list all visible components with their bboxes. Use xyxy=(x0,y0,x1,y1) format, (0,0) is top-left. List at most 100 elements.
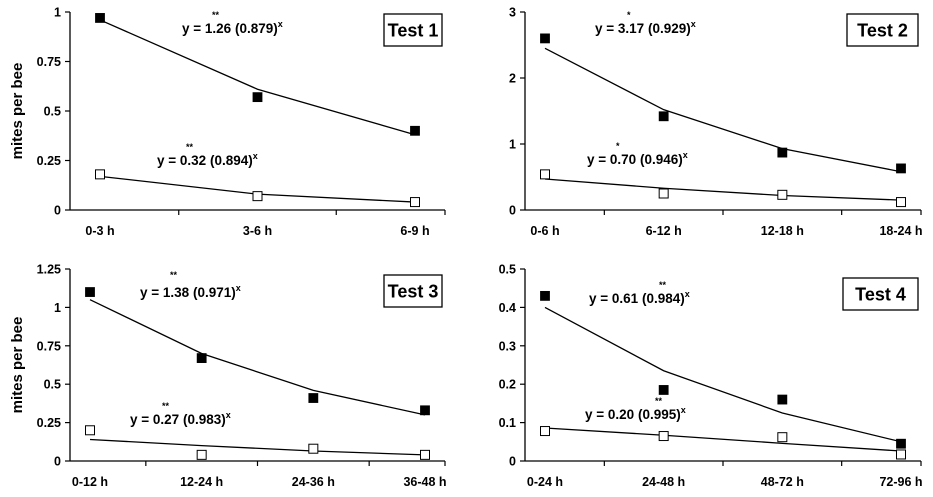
marker-open xyxy=(540,426,550,437)
panel-title: Test 1 xyxy=(388,21,439,41)
equation-filled: y = 1.38 (0.971)x xyxy=(140,283,241,300)
equation-base: (0.983) xyxy=(183,412,226,427)
title-box xyxy=(842,277,919,311)
y-tick-label: 0 xyxy=(54,455,61,469)
x-tick-label: 12-24 h xyxy=(180,475,223,489)
equation-prefix: y = xyxy=(595,21,618,36)
marker-open xyxy=(308,443,319,454)
marker-filled xyxy=(540,33,550,44)
panel-test-3: 0 0.25 0.5 0.75 1 1.25 0-12 h 12-24 h 24-36 h 36-… xyxy=(9,263,447,490)
equation-prefix: y = xyxy=(130,412,153,427)
equation-exponent: x xyxy=(226,410,231,420)
marker-open xyxy=(896,197,906,208)
marker-open xyxy=(777,432,788,443)
title-box xyxy=(383,13,443,47)
equation-prefix: y = xyxy=(140,285,163,300)
x-tick-label: 24-48 h xyxy=(642,475,685,489)
marker-open xyxy=(95,169,105,180)
equation-coefficient: 0.20 xyxy=(608,407,634,422)
significance-mark: ** xyxy=(659,280,667,290)
x-tick-label: 0-12 h xyxy=(72,475,108,489)
x-tick-label: 6-9 h xyxy=(400,224,429,238)
marker-filled xyxy=(308,393,319,403)
title-box xyxy=(383,274,443,308)
y-tick-label: 0.1 xyxy=(499,416,516,430)
y-tick-label: 0.75 xyxy=(37,55,61,69)
equation-base: (0.879) xyxy=(235,21,278,36)
equation-coefficient: 0.70 xyxy=(610,152,636,167)
significance-mark: * xyxy=(616,141,620,151)
x-tick-label: 0-3 h xyxy=(85,224,114,238)
marker-open xyxy=(252,191,263,202)
equation-base: (0.946) xyxy=(640,152,683,167)
significance-mark: ** xyxy=(162,401,170,411)
equation-open: y = 0.20 (0.995)x xyxy=(585,405,686,422)
marker-filled xyxy=(777,394,788,405)
y-tick-label: 0.2 xyxy=(499,378,516,392)
marker-open xyxy=(420,449,430,460)
equation-exponent: x xyxy=(236,283,241,293)
y-tick-label: 0.25 xyxy=(37,154,61,168)
x-tick-label: 12-18 h xyxy=(761,224,804,238)
y-tick-label: 1 xyxy=(54,301,61,315)
x-tick-label: 0-24 h xyxy=(527,475,563,489)
y-axis-label: mites per bee xyxy=(9,317,26,414)
panel-title: Test 4 xyxy=(855,285,906,305)
significance-mark: ** xyxy=(170,270,178,280)
equation-prefix: y = xyxy=(157,153,180,168)
marker-open xyxy=(896,449,906,460)
marker-filled xyxy=(540,290,550,301)
equation-base: (0.971) xyxy=(193,285,236,300)
equation-filled: y = 0.61 (0.984)x xyxy=(589,289,690,306)
equation-filled: y = 1.26 (0.879)x xyxy=(182,19,283,36)
y-tick-label: 0.4 xyxy=(499,301,516,315)
equation-prefix: y = xyxy=(182,21,205,36)
equation-base: (0.929) xyxy=(648,21,691,36)
marker-filled xyxy=(85,287,95,297)
marker-open xyxy=(777,189,788,200)
y-axis-label: mites per bee xyxy=(9,63,26,160)
marker-open xyxy=(85,425,95,436)
equation-base: (0.894) xyxy=(210,153,253,168)
marker-open xyxy=(410,197,420,208)
equation-exponent: x xyxy=(681,405,686,415)
marker-open xyxy=(540,169,550,180)
equation-coefficient: 1.26 xyxy=(205,21,232,36)
equation-exponent: x xyxy=(683,150,688,160)
fit-line-filled xyxy=(89,299,426,416)
significance-mark: ** xyxy=(186,142,194,152)
equation-prefix: y = xyxy=(589,291,612,306)
fit-line-filled xyxy=(544,47,902,173)
equation-coefficient: 3.17 xyxy=(618,21,644,36)
y-tick-label: 0.25 xyxy=(37,416,61,430)
marker-filled xyxy=(252,92,263,103)
fit-line-filled xyxy=(544,306,902,443)
marker-filled xyxy=(658,111,669,122)
equation-prefix: y = xyxy=(587,152,610,167)
panel-test-1: 0 0.25 0.5 0.75 1 0-3 h 3-6 h 6-9 h mites per be… xyxy=(9,6,446,238)
marker-filled xyxy=(410,125,420,136)
marker-filled xyxy=(196,353,207,363)
marker-open xyxy=(196,449,207,460)
panel-title: Test 2 xyxy=(857,21,908,41)
equation-coefficient: 0.61 xyxy=(612,291,639,306)
y-tick-label: 0 xyxy=(54,204,61,218)
equation-coefficient: 0.27 xyxy=(153,412,179,427)
x-tick-label: 6-12 h xyxy=(646,224,682,238)
fit-line-open xyxy=(544,178,902,201)
y-tick-label: 1 xyxy=(54,6,61,20)
fit-line-open xyxy=(89,438,426,456)
equation-exponent: x xyxy=(278,19,283,29)
marker-filled xyxy=(896,438,906,449)
marker-filled xyxy=(420,405,430,416)
equation-exponent: x xyxy=(253,151,258,161)
marker-filled xyxy=(896,163,906,174)
x-tick-label: 18-24 h xyxy=(879,224,922,238)
equation-exponent: x xyxy=(691,19,696,29)
fit-line-filled xyxy=(99,19,416,136)
significance-mark: * xyxy=(627,10,631,20)
equation-base: (0.984) xyxy=(642,291,685,306)
y-tick-label: 0 xyxy=(509,455,516,469)
x-tick-label: 0-6 h xyxy=(530,224,559,238)
